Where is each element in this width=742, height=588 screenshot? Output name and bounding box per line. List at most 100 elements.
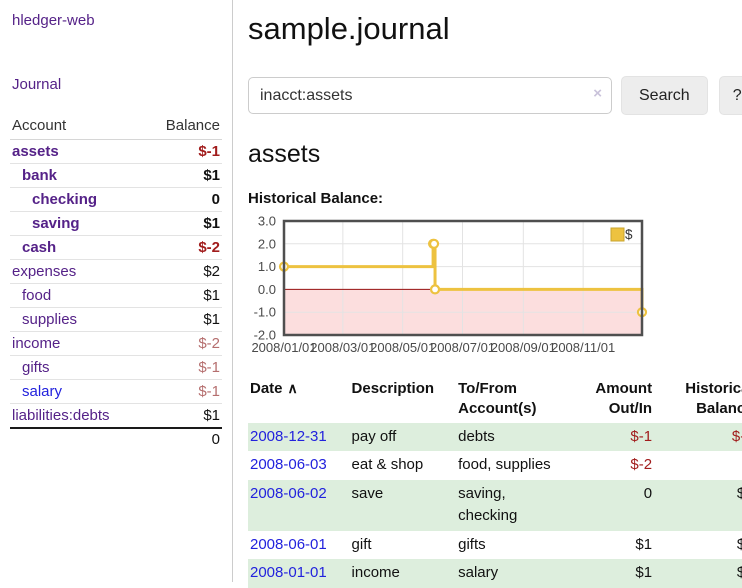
search-form: × Search ? <box>248 76 742 115</box>
search-input[interactable] <box>248 77 612 114</box>
register-header-amount: Amount Out/In <box>595 380 653 418</box>
account-balance: $1 <box>144 163 222 188</box>
register-balance: $-1 <box>731 427 742 445</box>
account-balance: $1 <box>144 403 222 429</box>
account-row: income $-2 <box>10 331 222 356</box>
page-title: sample.journal <box>248 11 450 46</box>
register-description: gift <box>351 535 372 553</box>
register-header-description: Description <box>351 380 435 397</box>
register-amount: 0 <box>643 485 653 502</box>
accounts-balance-table: Account Balance assets $-1 bank $1 checking 0… <box>10 114 222 451</box>
account-link[interactable]: cash <box>22 239 57 256</box>
register-description: income <box>351 564 400 582</box>
account-row: supplies $1 <box>10 307 222 332</box>
account-balance: $-1 <box>144 379 222 404</box>
register-accounts: gifts <box>458 535 486 553</box>
account-row: salary $-1 <box>10 379 222 404</box>
account-link[interactable]: assets <box>12 143 59 160</box>
account-row: checking 0 <box>10 187 222 212</box>
register-header-balance: Historical Balance <box>685 380 742 418</box>
account-row: liabilities:debts $1 <box>10 403 222 429</box>
accounts-total: 0 <box>144 427 222 451</box>
account-link[interactable]: salary <box>22 383 63 400</box>
svg-text:0.0: 0.0 <box>258 282 276 297</box>
search-input-wrap: × <box>248 77 612 114</box>
register-amount: $-1 <box>630 427 653 445</box>
account-balance: $-2 <box>144 331 222 356</box>
svg-text:2008/05/01: 2008/05/01 <box>370 340 435 355</box>
register-header-date[interactable]: Date ∧ <box>250 380 298 397</box>
accounts-header-account: Account <box>10 114 145 140</box>
svg-text:-2.0: -2.0 <box>254 328 276 343</box>
register-amount: $1 <box>635 564 653 582</box>
search-button[interactable]: Search <box>621 76 708 115</box>
register-description: save <box>351 485 384 502</box>
account-link[interactable]: liabilities:debts <box>12 407 110 424</box>
account-link[interactable]: expenses <box>12 263 77 280</box>
account-link[interactable]: gifts <box>22 359 50 376</box>
register-date-link[interactable]: 2008-12-31 <box>250 427 327 445</box>
register-date-link[interactable]: 2008-06-02 <box>250 485 327 502</box>
account-balance: $1 <box>144 307 222 332</box>
register-row: 2008-06-02 save saving,checking 0 $2 <box>248 480 742 531</box>
svg-text:2.0: 2.0 <box>258 236 276 251</box>
account-row: expenses $2 <box>10 259 222 284</box>
app-title-link[interactable]: hledger-web <box>12 12 95 29</box>
sort-ascending-icon: ∧ <box>287 380 298 396</box>
account-link[interactable]: food <box>22 287 52 304</box>
register-amount: $1 <box>635 535 653 553</box>
account-balance: $-1 <box>144 139 222 164</box>
sidebar: hledger-web Journal Account Balance asse… <box>0 0 233 582</box>
account-balance: $-2 <box>144 235 222 260</box>
svg-text:2008/11/01: 2008/11/01 <box>551 340 615 355</box>
svg-text:2008/07/01: 2008/07/01 <box>430 340 495 355</box>
register-description: eat & shop <box>351 456 424 474</box>
account-link[interactable]: bank <box>22 167 58 184</box>
clear-search-icon[interactable]: × <box>593 85 602 102</box>
account-row: assets $-1 <box>10 139 222 164</box>
account-row: saving $1 <box>10 211 222 236</box>
svg-text:2008/09/01: 2008/09/01 <box>491 340 556 355</box>
account-heading: assets <box>248 140 321 168</box>
account-balance: $1 <box>144 211 222 236</box>
balance-chart-svg: 3.0 2.0 1.0 0.0 -1.0 -2.02008/01/012008/03/01… <box>251 214 648 355</box>
svg-text:2008/01/01: 2008/01/01 <box>251 340 316 355</box>
register-balance: $2 <box>736 535 742 553</box>
register-header-accounts: To/From Account(s) <box>458 380 537 418</box>
sidebar-item-journal[interactable]: Journal <box>12 76 62 93</box>
svg-text:2008/03/01: 2008/03/01 <box>310 340 375 355</box>
svg-text:1.0: 1.0 <box>258 259 276 274</box>
register-amount: $-2 <box>630 456 653 474</box>
register-date-link[interactable]: 2008-06-03 <box>250 456 327 474</box>
register-accounts: saving, checking <box>458 485 518 524</box>
svg-text:-1.0: -1.0 <box>254 305 276 320</box>
accounts-header-balance: Balance <box>144 114 222 140</box>
chart-label: Historical Balance: <box>248 190 384 207</box>
account-link[interactable]: saving <box>32 215 80 232</box>
account-balance: 0 <box>144 187 222 212</box>
register-date-link[interactable]: 2008-06-01 <box>250 535 327 553</box>
register-row: 2008-01-01 income salary $1 $1 <box>248 559 742 588</box>
register-date-link[interactable]: 2008-01-01 <box>250 564 327 582</box>
account-balance: $-1 <box>144 355 222 380</box>
historical-balance-chart: 3.0 2.0 1.0 0.0 -1.0 -2.0 2008/01/01 2008/03/01… <box>248 214 742 363</box>
register-row: 2008-06-01 gift gifts $1 $2 <box>248 531 742 560</box>
register-accounts: food, supplies <box>458 456 551 474</box>
register-row: 2008-12-31 pay off debts $-1 $-1 <box>248 422 742 452</box>
account-row: gifts $-1 <box>10 355 222 380</box>
account-balance: $2 <box>144 259 222 284</box>
main-content: sample.journal × Search ? assets Histori… <box>233 0 742 588</box>
accounts-total-row: 0 <box>10 427 222 451</box>
account-link[interactable]: income <box>12 335 61 352</box>
register-balance: $1 <box>736 564 742 582</box>
register-balance: 0 <box>654 451 742 480</box>
register-accounts: salary <box>458 564 499 582</box>
help-button[interactable]: ? <box>718 76 742 115</box>
register-description: pay off <box>351 427 397 445</box>
account-row: cash $-2 <box>10 235 222 260</box>
account-row: food $1 <box>10 283 222 308</box>
account-link[interactable]: checking <box>32 191 98 208</box>
register-accounts: debts <box>458 427 495 445</box>
svg-text:$: $ <box>625 227 633 242</box>
account-link[interactable]: supplies <box>22 311 78 328</box>
